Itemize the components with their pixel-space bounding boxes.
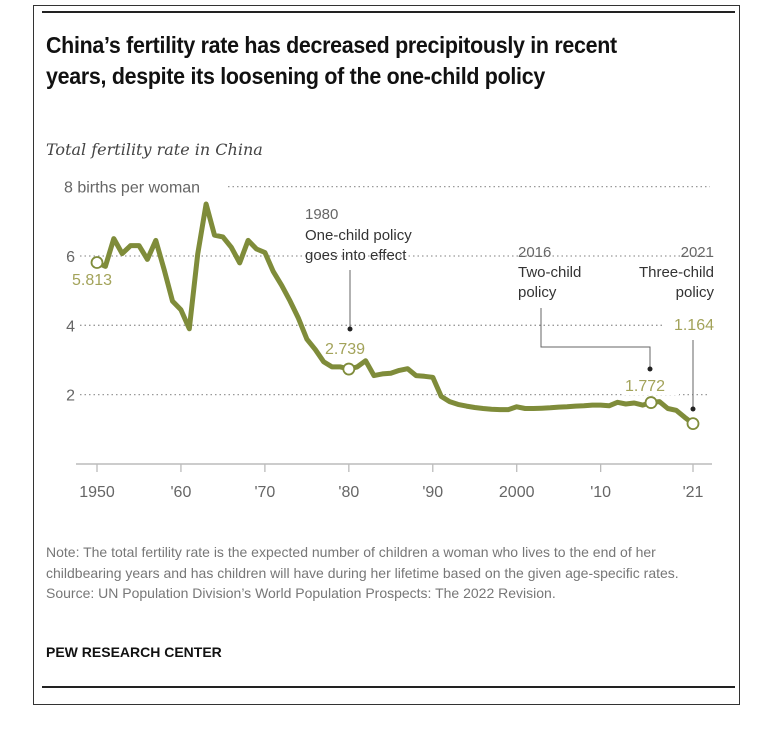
data-point-marker [90,256,104,269]
annotation-dot [690,406,696,412]
x-tick-label: '70 [254,484,275,501]
value-label: 1.772 [625,378,665,395]
chart-subtitle: Total fertility rate in China [46,140,263,159]
source-text: Source: UN Population Division’s World P… [46,585,556,601]
x-tick-label: '10 [590,484,611,501]
annotation-text: Three-child [639,264,714,281]
value-label-bg [623,375,679,395]
x-tick-label: 2000 [499,484,535,501]
value-label: 1.164 [674,317,714,334]
data-point-marker [686,417,700,431]
chart-title: China’s fertility rate has decreased pre… [46,32,617,89]
top-rule [42,11,735,13]
data-point-marker [342,362,356,376]
x-tick-label: '60 [171,484,192,501]
annotation-year: 1980 [305,206,338,223]
y-tick-label: 4 [66,318,75,335]
annotation-year: 2016 [518,244,551,261]
chart-notes: Note: The total fertility rate is the ex… [46,542,726,604]
x-tick-label: 1950 [79,484,115,501]
x-tick-label: '21 [683,484,704,501]
annotation-leader [540,308,651,368]
line-chart: 2 4 6 8 births per woman 1950 '60 '70 '80 '90 200… [64,179,718,501]
annotation-text: goes into effect [305,247,407,264]
value-label: 2.739 [325,341,365,358]
value-label-bg [662,314,718,334]
annotation-dot [347,326,353,332]
x-tick-label: '90 [422,484,443,501]
data-point-marker [644,396,658,409]
x-tick-label: '80 [338,484,359,501]
y-tick-label: 6 [66,249,75,266]
y-tick-label: 8 births per woman [64,180,200,197]
annotation-dot [647,366,653,372]
brand-logo-text: PEW RESEARCH CENTER [46,644,222,660]
annotation-text: Two-child [518,264,581,281]
value-label: 5.813 [72,272,112,289]
annotation-text: One-child policy [305,227,412,244]
chart-frame [33,5,740,705]
note-text: Note: The total fertility rate is the ex… [46,544,679,581]
bottom-rule [42,686,735,688]
annotation-text: policy [518,284,557,301]
annotation-year: 2021 [681,244,714,261]
y-tick-label: 2 [66,388,75,405]
annotation-text: policy [676,284,715,301]
series-line [94,201,696,427]
